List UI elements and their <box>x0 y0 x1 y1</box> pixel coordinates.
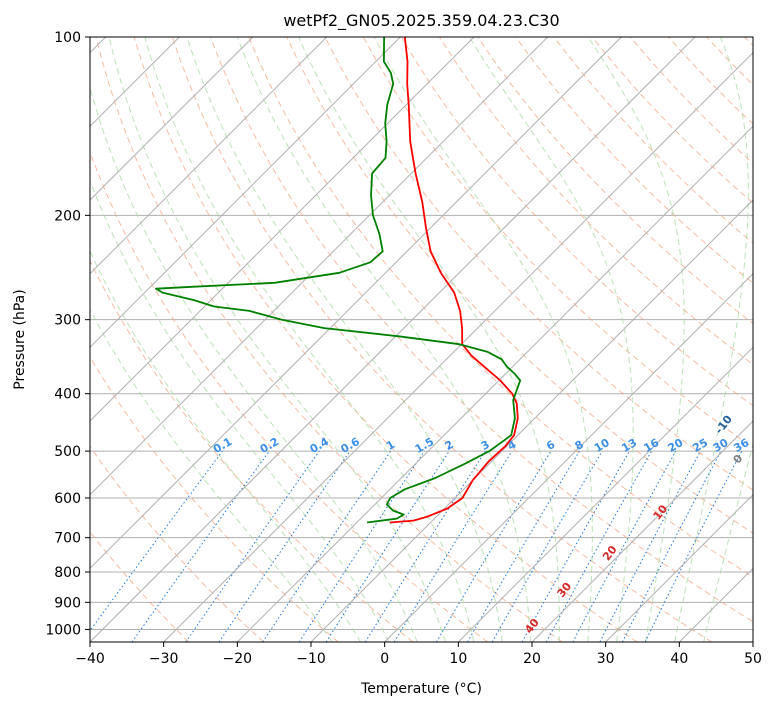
mixing-ratio-line <box>262 450 392 642</box>
mixing-ratio-line <box>521 450 630 642</box>
isotherm-line <box>90 37 696 642</box>
moist-adiabat <box>587 37 685 642</box>
isotherm-line <box>90 37 254 201</box>
dry-adiabat <box>248 37 753 578</box>
moist-adiabat <box>703 441 753 642</box>
mixing-ratio-line <box>545 450 653 642</box>
dry-adiabat <box>515 37 753 284</box>
y-tick-label: 400 <box>54 387 81 403</box>
dry-adiabat <box>171 37 712 642</box>
mixing-ratio-line <box>218 450 351 642</box>
dry-adiabat <box>133 37 638 642</box>
isotherm-grid <box>90 37 753 642</box>
x-tick-label: 40 <box>670 651 688 667</box>
dry-adiabats <box>90 37 753 642</box>
isotherm-line <box>605 493 753 642</box>
isotherm-line <box>90 37 475 422</box>
isotherm-line <box>457 346 753 642</box>
moist-adiabat <box>90 308 333 642</box>
dry-adiabat <box>286 37 753 534</box>
x-tick-label: −30 <box>149 651 179 667</box>
mixing-ratio-line <box>572 450 677 642</box>
y-tick-label: 700 <box>54 531 81 547</box>
y-tick-label: 500 <box>54 444 81 460</box>
axes: −40 −30 −20 −10 0 10 20 30 40 50 100 200 300 400 500 60… <box>45 30 762 667</box>
mixing-ratio-line <box>325 450 450 642</box>
dry-adiabat <box>324 37 753 491</box>
moist-adiabat <box>90 85 418 642</box>
dry-adiabat <box>90 356 339 642</box>
x-tick-label: −10 <box>296 651 326 667</box>
moist-adiabat <box>144 37 475 642</box>
y-axis-title: Pressure (hPa) <box>12 289 28 389</box>
moist-adiabats <box>90 37 753 642</box>
moist-adiabat <box>674 37 749 642</box>
y-tick-label: 200 <box>54 208 81 224</box>
dry-adiabat <box>90 445 264 642</box>
mixing-ratio-line <box>131 450 270 642</box>
dry-adiabat <box>95 37 563 642</box>
x-tick-label: 30 <box>597 651 615 667</box>
mixing-ratio-line <box>185 450 320 642</box>
isotherm-line <box>90 37 549 496</box>
chart-title: wetPf2_GN05.2025.359.04.23.C30 <box>283 11 559 31</box>
isotherm-line <box>90 37 328 275</box>
y-tick-label: 300 <box>54 313 81 329</box>
mixing-ratio-line <box>90 450 223 632</box>
isotherm-line <box>90 37 401 349</box>
y-tick-label: 900 <box>54 595 81 611</box>
moist-adiabat <box>298 37 560 642</box>
moist-adiabat <box>186 37 503 642</box>
mixing-ratio-line <box>393 450 513 642</box>
isotherm-line <box>90 37 622 570</box>
x-axis-title: Temperature (°C) <box>360 681 482 697</box>
dry-adiabat <box>210 37 753 623</box>
isobar-grid <box>90 37 753 630</box>
x-tick-label: 0 <box>380 651 389 667</box>
x-tick-label: 20 <box>523 651 541 667</box>
moist-adiabat <box>90 249 362 642</box>
isotherm-line <box>236 125 753 642</box>
moist-adiabat <box>108 37 447 642</box>
plot-frame <box>89 36 754 643</box>
sounding-profiles <box>155 37 522 524</box>
isotherm-line <box>310 199 753 642</box>
isotherm-line <box>163 51 753 642</box>
x-tick-label: 50 <box>744 651 762 667</box>
y-tick-label: 600 <box>54 491 81 507</box>
isotherm-line <box>384 272 753 642</box>
moist-adiabat <box>468 37 634 642</box>
dewpoint-profile <box>155 37 522 524</box>
y-tick-label: 100 <box>54 30 81 46</box>
y-tick-label: 800 <box>54 565 81 581</box>
dry-adiabat <box>90 259 414 642</box>
temperature-profile <box>389 37 519 524</box>
isotherm-line <box>531 420 753 642</box>
mixing-ratio-line <box>644 450 743 642</box>
y-tick-label: 1000 <box>45 622 81 638</box>
x-tick-label: 10 <box>449 651 467 667</box>
moist-adiabat <box>236 37 532 642</box>
x-tick-label: −20 <box>223 651 253 667</box>
x-tick-label: −40 <box>75 651 105 667</box>
moist-adiabat <box>90 179 390 642</box>
moist-adiabat <box>373 37 593 642</box>
